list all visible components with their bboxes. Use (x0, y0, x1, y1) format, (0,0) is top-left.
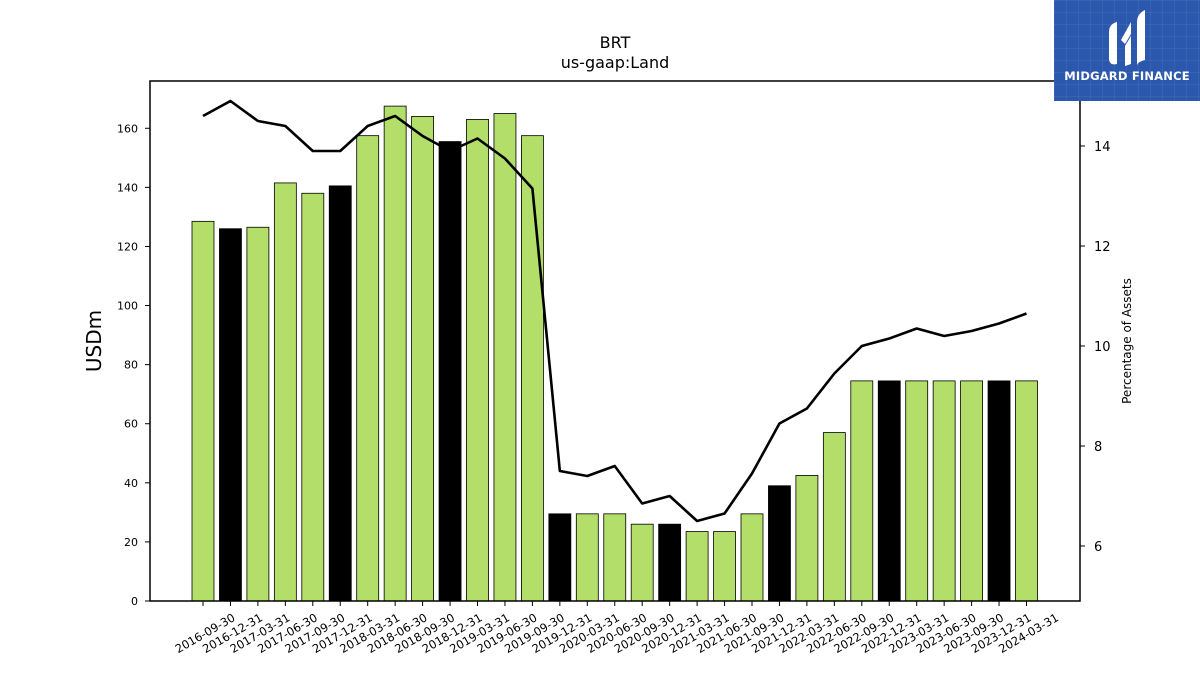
bar-2020-09-30 (630, 523, 654, 602)
bar-2021-06-30 (713, 531, 736, 602)
bar-2022-09-30 (850, 380, 874, 602)
bar-2023-09-30 (960, 380, 983, 602)
y-axis-label: USDm (82, 310, 106, 372)
bar-2022-06-30 (822, 432, 846, 602)
bar-2019-03-31 (466, 119, 489, 602)
bar-2019-12-31 (548, 513, 572, 602)
logo-text: MIDGARD FINANCE (1064, 69, 1190, 83)
y-tick-label-80: 80 (124, 359, 138, 372)
bar-2017-12-31 (328, 185, 352, 602)
bar-2019-06-30 (493, 113, 517, 602)
y2-tick-label-8: 8 (1094, 440, 1102, 455)
y-tick-label-120: 120 (117, 240, 138, 253)
y2-tick-label-14: 14 (1094, 140, 1111, 155)
bar-2024-03-31 (1015, 380, 1038, 602)
line-series-percentage-of-assets (202, 99, 1027, 523)
chart-title: BRT (600, 33, 631, 52)
bar-2018-12-31 (438, 141, 462, 602)
bar-2021-03-31 (685, 531, 709, 602)
bar-2016-12-31 (219, 228, 242, 602)
y-tick-label-40: 40 (124, 477, 138, 490)
bars-layer (191, 105, 1038, 602)
logo-mark-icon (1109, 10, 1145, 66)
bar-2023-06-30 (932, 380, 956, 602)
bar-2022-12-31 (877, 380, 901, 602)
y-tick-label-0: 0 (131, 595, 138, 608)
bar-2020-06-30 (603, 513, 627, 602)
bar-2020-03-31 (575, 513, 599, 602)
bar-2018-09-30 (411, 116, 435, 602)
y-tick-label-100: 100 (117, 300, 138, 313)
y2-tick-label-12: 12 (1094, 240, 1111, 255)
bar-2019-09-30 (521, 135, 544, 602)
bar-2021-12-31 (768, 485, 791, 602)
bar-2018-06-30 (383, 105, 407, 602)
y2-axis-label: Percentage of Assets (1120, 278, 1134, 404)
bar-2017-03-31 (246, 226, 270, 602)
brand-logo: MIDGARD FINANCE (1054, 0, 1200, 101)
bar-2020-12-31 (658, 523, 682, 602)
bar-2022-03-31 (795, 475, 819, 602)
y-tick-label-140: 140 (117, 181, 138, 194)
bar-2023-03-31 (905, 380, 929, 602)
line-layer (202, 99, 1027, 523)
bar-2023-12-31 (987, 380, 1011, 602)
bar-2017-06-30 (273, 182, 297, 602)
bar-2018-03-31 (356, 135, 380, 602)
bar-2017-09-30 (301, 192, 325, 602)
y2-tick-label-10: 10 (1094, 340, 1111, 355)
y2-tick-label-6: 6 (1094, 540, 1102, 555)
y-tick-label-60: 60 (124, 418, 138, 431)
y-tick-label-160: 160 (117, 122, 138, 135)
y-tick-label-20: 20 (124, 536, 138, 549)
chart-subtitle: us-gaap:Land (561, 53, 670, 72)
bar-2016-09-30 (191, 220, 215, 602)
bar-2021-09-30 (740, 513, 764, 602)
